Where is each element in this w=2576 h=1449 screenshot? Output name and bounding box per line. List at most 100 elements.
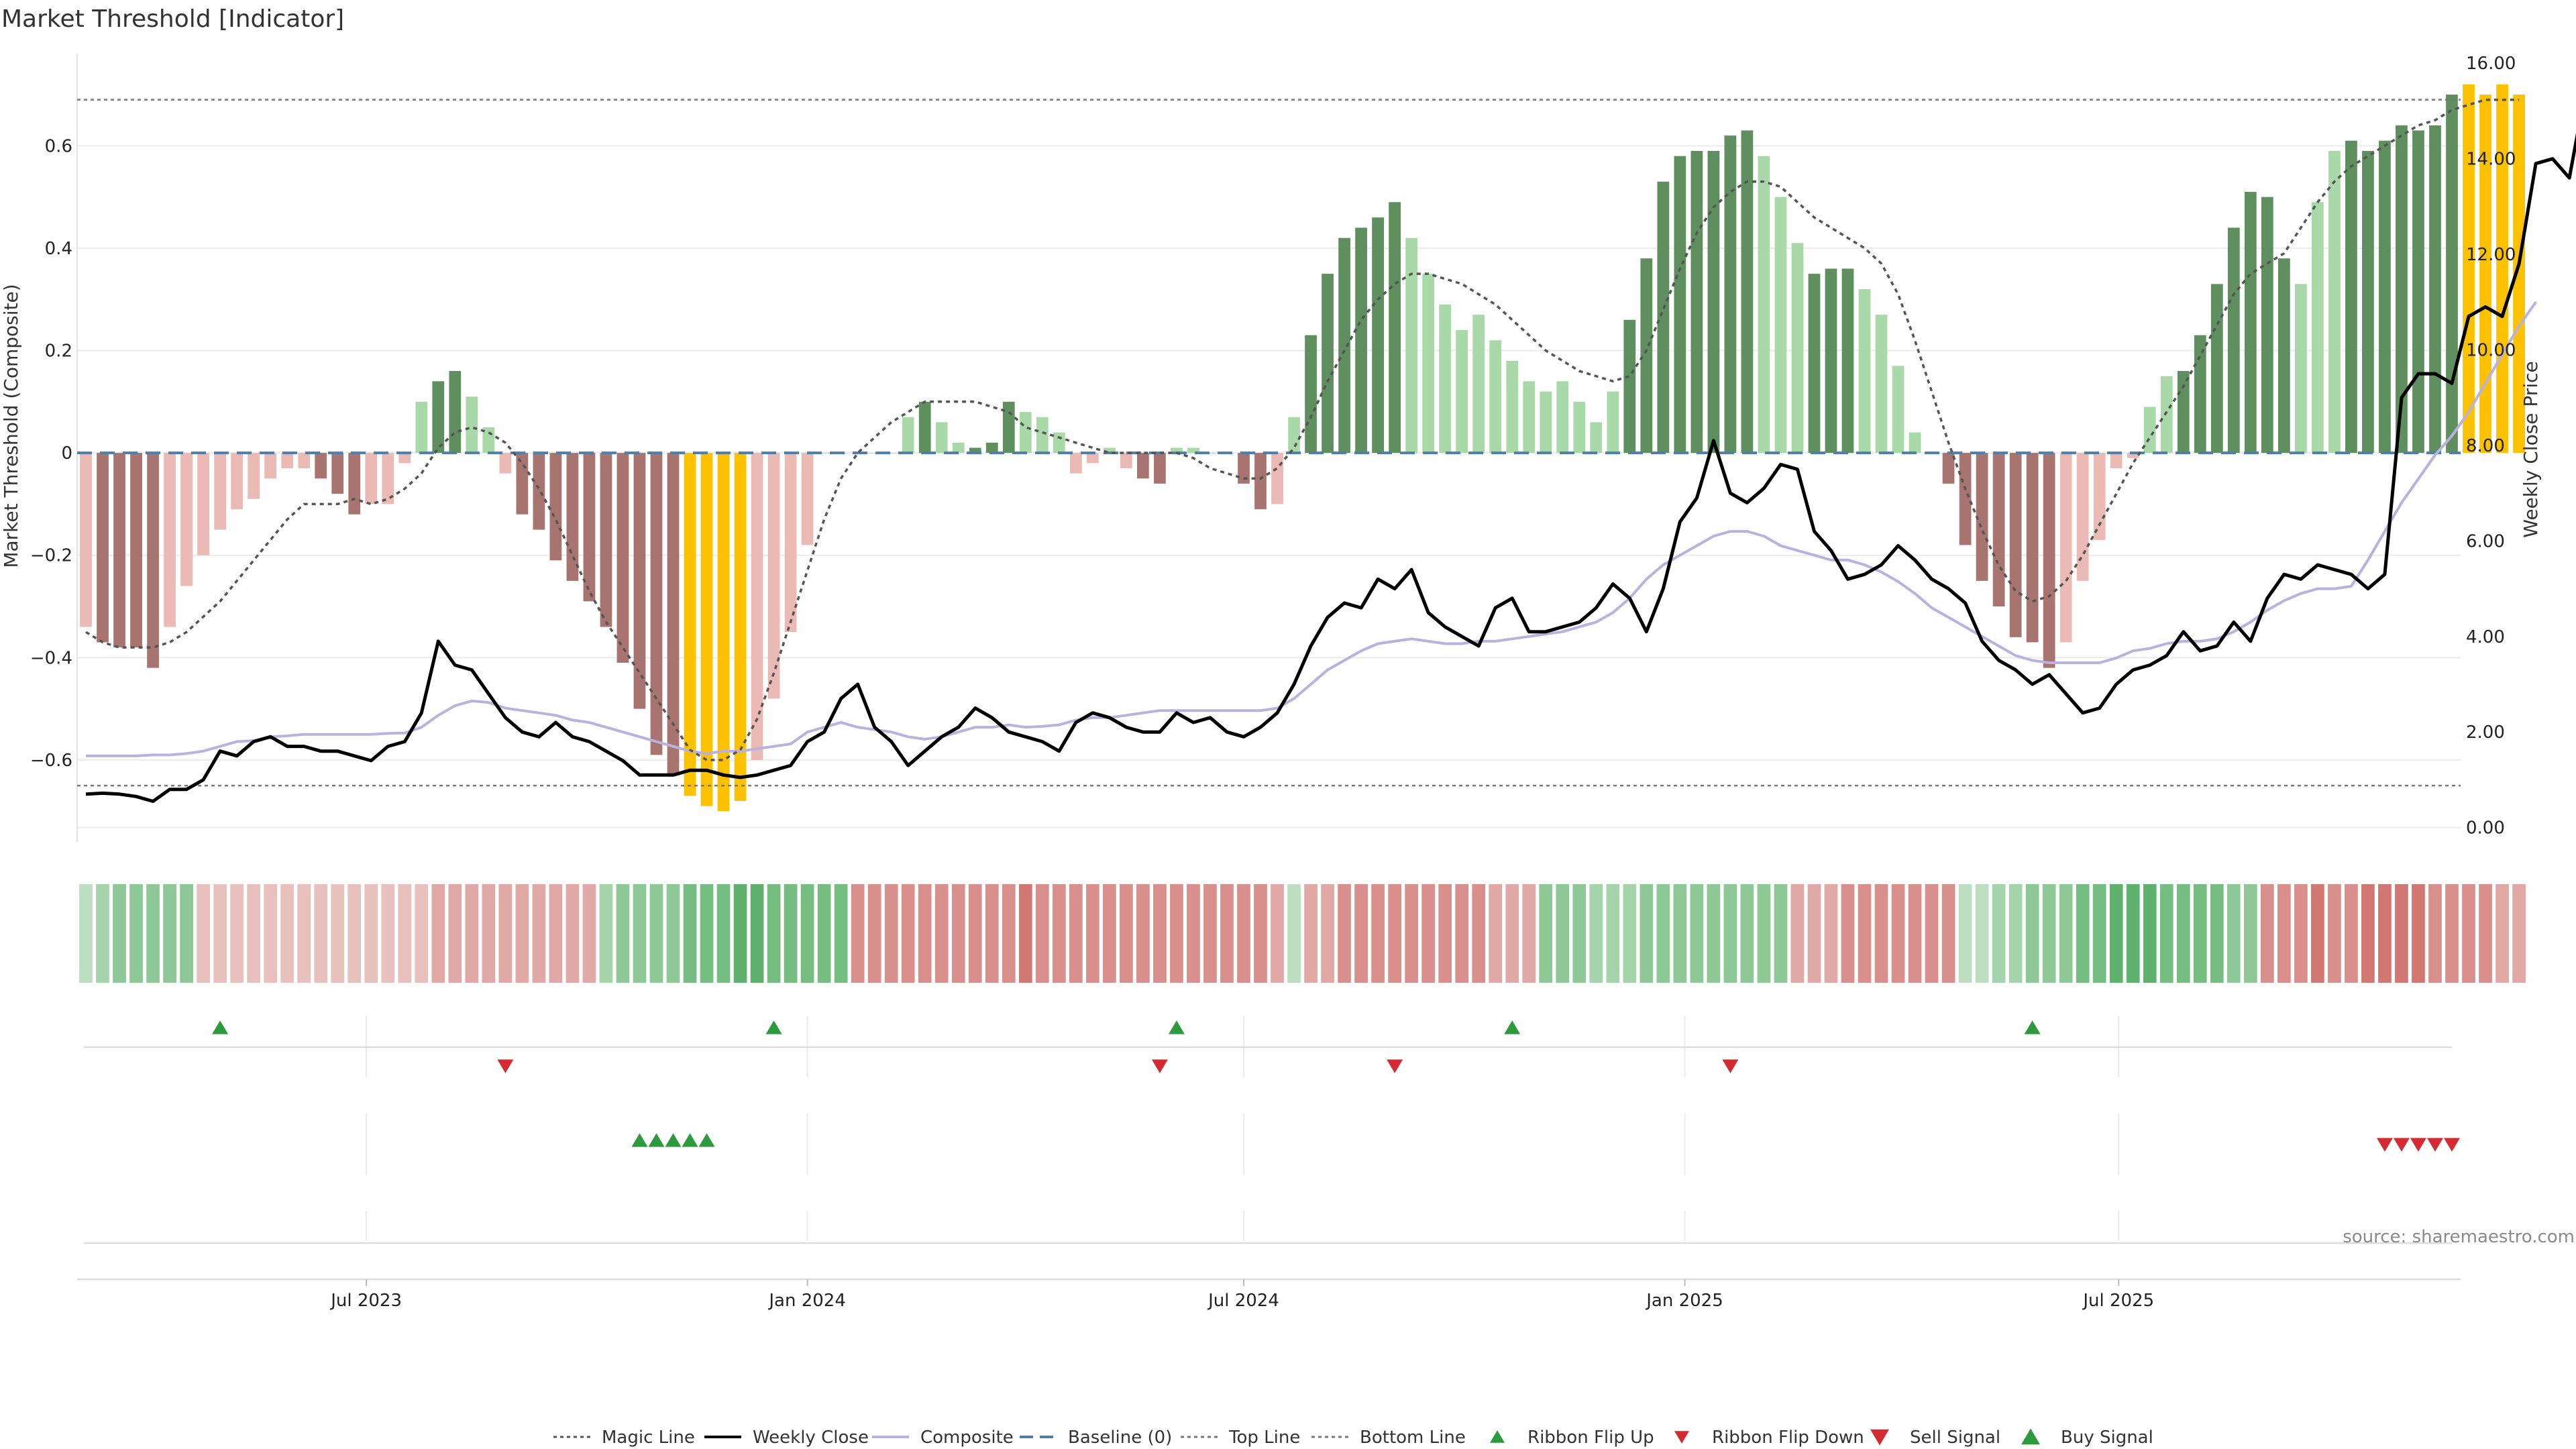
ribbon-cell — [1656, 884, 1670, 983]
composite-bar — [2227, 227, 2240, 453]
ribbon-cell — [2025, 884, 2039, 983]
ribbon-cell — [934, 884, 949, 983]
legend-label: Magic Line — [602, 1428, 695, 1448]
composite-bar — [1690, 150, 1703, 453]
ribbon-cell — [2395, 884, 2408, 983]
composite-bar — [281, 453, 294, 469]
legend-label: Weekly Close — [753, 1428, 869, 1448]
composite-bar — [549, 453, 562, 561]
composite-bar — [1858, 288, 1871, 453]
ribbon-cell — [2361, 884, 2375, 983]
ribbon-cell — [1102, 884, 1116, 983]
composite-bar — [1439, 304, 1452, 453]
ribbon-cell — [767, 884, 781, 983]
composite-bar — [2463, 84, 2475, 453]
composite-bar — [2127, 453, 2139, 458]
ribbon-cell — [733, 884, 747, 983]
source-note: source: sharemaestro.com — [2343, 1227, 2575, 1247]
ribbon-cell — [1354, 884, 1368, 983]
ribbon-cell — [1505, 884, 1519, 983]
composite-bar — [348, 453, 361, 515]
composite-bar — [1640, 258, 1653, 453]
legend-label: Sell Signal — [1910, 1428, 2000, 1448]
composite-bar — [180, 453, 193, 586]
composite-bar — [583, 453, 596, 602]
composite-bar — [935, 422, 948, 453]
ribbon-cell — [968, 884, 982, 983]
composite-bar — [1489, 340, 1502, 453]
ribbon-cell — [1874, 884, 1888, 983]
ribbon-cell — [364, 884, 378, 983]
ribbon-cell — [2059, 884, 2073, 983]
composite-bar — [684, 453, 696, 796]
lower-panels-grid — [84, 1016, 2452, 1244]
ribbon-flip-down-marker — [1387, 1059, 1403, 1073]
legend-swatch — [1674, 1431, 1689, 1444]
composite-bar — [1590, 422, 1603, 453]
ribbon-cell — [1623, 884, 1637, 983]
composite-bar — [248, 453, 260, 499]
composite-bar — [264, 453, 277, 479]
composite-bar — [1069, 453, 1082, 474]
ribbon-cell — [297, 884, 311, 983]
ribbon-cell — [2193, 884, 2207, 983]
composite-bar — [1355, 227, 1367, 453]
composite-bar — [751, 453, 763, 760]
ribbon-cell — [1690, 884, 1704, 983]
signal-panel — [631, 1133, 2460, 1152]
ribbon-flip-up-marker — [1168, 1020, 1185, 1034]
ribbon-cell — [918, 884, 932, 983]
ribbon-cell — [515, 884, 529, 983]
ribbon-cell — [314, 884, 328, 983]
ribbon-cell — [180, 884, 193, 983]
ribbon-cell — [951, 884, 965, 983]
ribbon-cell — [465, 884, 479, 983]
composite-bar — [1607, 391, 1619, 453]
composite-bar — [2496, 84, 2508, 453]
ribbon-cell — [1338, 884, 1351, 983]
composite-bar — [164, 453, 176, 627]
composite-bar — [1791, 243, 1804, 453]
right-tick-label: 0.00 — [2466, 818, 2505, 839]
ribbon-cell — [1321, 884, 1334, 983]
ribbon-cell — [1472, 884, 1486, 983]
ribbon-cell — [146, 884, 160, 983]
composite-bar — [1238, 453, 1250, 484]
right-tick-label: 8.00 — [2466, 436, 2505, 456]
composite-bar — [2059, 453, 2072, 643]
composite-bar — [1372, 217, 1384, 453]
right-tick-label: 4.00 — [2466, 627, 2505, 647]
composite-bar — [1674, 156, 1686, 453]
ribbon-cell — [2496, 884, 2509, 983]
ribbon-cell — [1035, 884, 1049, 983]
composite-bar — [2345, 140, 2357, 453]
ribbon-cell — [1371, 884, 1385, 983]
composite-bar — [231, 453, 244, 510]
x-tick-label: Jul 2023 — [329, 1291, 402, 1311]
ribbon-cell — [1589, 884, 1603, 983]
ribbon-cell — [1723, 884, 1737, 983]
composite-bar — [315, 453, 327, 479]
ribbon-flip-down-marker — [497, 1059, 514, 1073]
composite-bar — [382, 453, 394, 504]
legend-label: Ribbon Flip Up — [1527, 1428, 1654, 1448]
composite-bar — [1875, 315, 1888, 453]
ribbon-cell — [1170, 884, 1183, 983]
ribbon-cell — [666, 884, 680, 983]
composite-bar — [147, 453, 159, 668]
composite-bar — [1506, 360, 1519, 453]
buy-signal-marker — [682, 1133, 698, 1147]
composite-bar — [2026, 453, 2039, 643]
buy-signal-marker — [648, 1133, 665, 1147]
right-tick-label: 12.00 — [2466, 245, 2516, 265]
legend-label: Baseline (0) — [1068, 1428, 1172, 1448]
left-tick-label: −0.2 — [30, 546, 72, 566]
composite-bar — [1774, 197, 1787, 453]
ribbon-cell — [347, 884, 362, 983]
ribbon-cell — [2076, 884, 2090, 983]
ribbon-flip-up-marker — [2024, 1020, 2041, 1034]
ribbon-cell — [1220, 884, 1234, 983]
ribbon-flip-panel — [212, 1020, 2041, 1073]
composite-bar — [1405, 237, 1417, 453]
composite-bar — [2009, 453, 2022, 637]
